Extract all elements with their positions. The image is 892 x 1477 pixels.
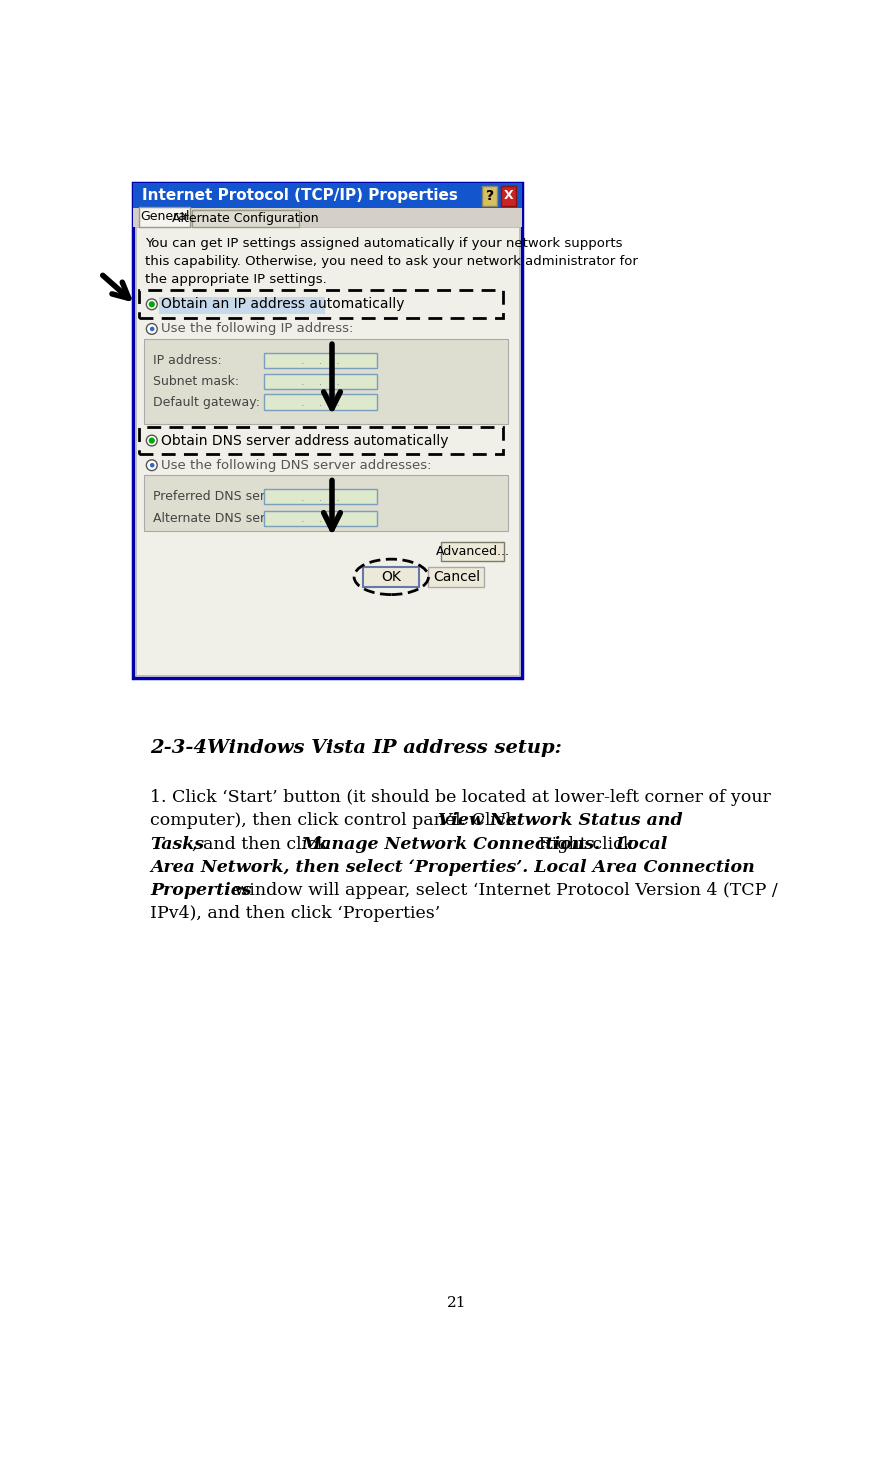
Circle shape <box>149 437 155 443</box>
Text: window will appear, select ‘Internet Protocol Version 4 (TCP /: window will appear, select ‘Internet Pro… <box>229 882 778 899</box>
Bar <box>144 338 508 424</box>
Text: .    .    .: . . . <box>301 492 340 502</box>
Text: Use the following IP address:: Use the following IP address: <box>161 322 353 335</box>
Circle shape <box>149 301 155 307</box>
Text: OK: OK <box>382 570 401 583</box>
Text: Use the following DNS server addresses:: Use the following DNS server addresses: <box>161 459 432 471</box>
Text: .    .    .: . . . <box>301 514 340 524</box>
Text: X: X <box>503 189 513 202</box>
Circle shape <box>146 323 157 334</box>
Text: .    .    .: . . . <box>301 356 340 366</box>
Bar <box>139 291 503 318</box>
Bar <box>264 489 376 505</box>
Text: Subnet mask:: Subnet mask: <box>153 375 239 388</box>
Text: 1. Click ‘Start’ button (it should be located at lower-left corner of your: 1. Click ‘Start’ button (it should be lo… <box>150 789 771 806</box>
Text: Alternate DNS server:: Alternate DNS server: <box>153 513 290 524</box>
Text: You can get IP settings assigned automatically if your network supports
this cap: You can get IP settings assigned automat… <box>145 236 638 285</box>
Text: , and then click: , and then click <box>192 836 333 852</box>
Bar <box>264 353 376 368</box>
Circle shape <box>146 436 157 446</box>
Bar <box>363 567 419 586</box>
Text: IPv4), and then click ‘Properties’: IPv4), and then click ‘Properties’ <box>150 905 441 922</box>
Bar <box>482 186 498 205</box>
Text: .    .    .: . . . <box>301 397 340 408</box>
Text: .    .    .: . . . <box>301 377 340 387</box>
Text: Manage Network Connections.: Manage Network Connections. <box>301 836 600 852</box>
Text: General: General <box>140 210 189 223</box>
Text: 2-3-4Windows Vista IP address setup:: 2-3-4Windows Vista IP address setup: <box>150 740 562 758</box>
Text: View Network Status and: View Network Status and <box>438 812 683 830</box>
Text: Internet Protocol (TCP/IP) Properties: Internet Protocol (TCP/IP) Properties <box>143 188 458 204</box>
Text: Default gateway:: Default gateway: <box>153 396 260 409</box>
Circle shape <box>146 298 157 310</box>
Text: Tasks: Tasks <box>150 836 204 852</box>
Bar <box>264 374 376 388</box>
Bar <box>133 183 522 678</box>
Text: Area Network, then select ‘Properties’. Local Area Connection: Area Network, then select ‘Properties’. … <box>150 858 755 876</box>
Bar <box>264 511 376 526</box>
Bar <box>144 476 508 530</box>
Text: Cancel: Cancel <box>433 570 480 583</box>
Bar <box>192 210 299 227</box>
Text: Advanced...: Advanced... <box>435 545 509 558</box>
Text: Right-click: Right-click <box>533 836 639 852</box>
Text: Preferred DNS server:: Preferred DNS server: <box>153 490 290 504</box>
Bar <box>500 186 516 205</box>
Bar <box>133 208 522 227</box>
Bar <box>428 567 484 586</box>
Circle shape <box>150 326 154 331</box>
Bar <box>159 297 326 313</box>
Bar <box>139 427 503 455</box>
Text: computer), then click control panel. Click: computer), then click control panel. Cli… <box>150 812 522 830</box>
Text: Obtain DNS server address automatically: Obtain DNS server address automatically <box>161 434 449 448</box>
Circle shape <box>146 459 157 471</box>
Text: 21: 21 <box>448 1295 467 1310</box>
Text: Alternate Configuration: Alternate Configuration <box>172 211 318 225</box>
Text: Obtain an IP address automatically: Obtain an IP address automatically <box>161 297 405 312</box>
Text: Properties: Properties <box>150 882 252 899</box>
Text: ?: ? <box>485 189 494 202</box>
Text: IP address:: IP address: <box>153 354 222 366</box>
Bar <box>139 207 190 227</box>
Text: Local: Local <box>615 836 667 852</box>
Bar <box>136 227 519 675</box>
Bar <box>441 542 504 561</box>
Bar <box>264 394 376 409</box>
Bar <box>133 183 522 208</box>
Circle shape <box>150 462 154 468</box>
